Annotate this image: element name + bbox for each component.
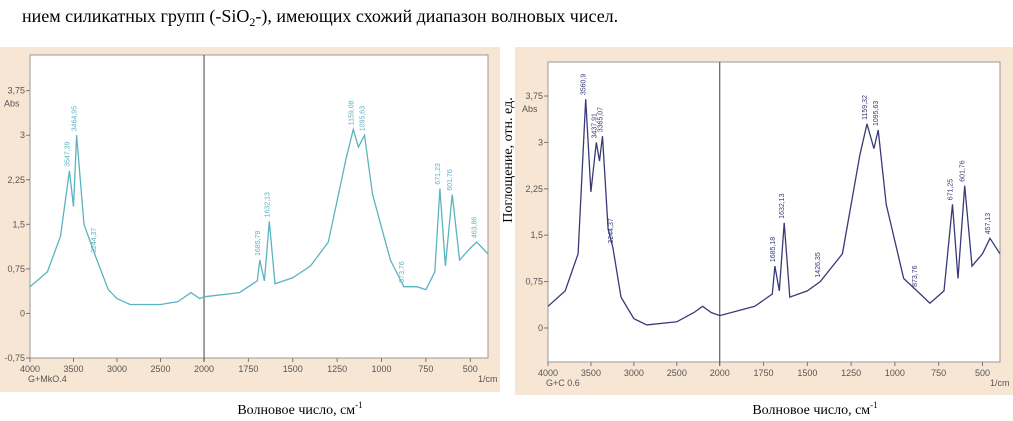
peak-label: 1632,13 xyxy=(264,192,271,217)
x-tick-label: 2000 xyxy=(194,364,214,374)
x-tick-label: 1250 xyxy=(327,364,347,374)
x-tick-label: 1250 xyxy=(841,368,861,378)
x-axis-label: Волновое число, см-1 xyxy=(237,400,362,418)
peak-label: 3365,07 xyxy=(598,107,605,132)
peak-label: 873,76 xyxy=(912,265,919,287)
spectrum-line xyxy=(547,99,1001,326)
peak-label: 671,25 xyxy=(947,179,954,201)
y-tick-label: 3 xyxy=(538,137,543,147)
peak-label: 3560,9 xyxy=(581,74,588,96)
y-unit-label: Abs xyxy=(4,99,20,109)
x-tick-label: 750 xyxy=(418,364,433,374)
y-tick-label: 1,5 xyxy=(12,219,25,229)
peak-label: 3244,37 xyxy=(608,218,615,243)
x-tick-label: 1000 xyxy=(371,364,391,374)
x-tick-label: 500 xyxy=(975,368,990,378)
y-tick-label: 0 xyxy=(538,323,543,333)
x-axis-label-text: Волновое число, см xyxy=(752,403,870,418)
x-unit-label: 1/cm xyxy=(990,378,1010,388)
spectrum-line xyxy=(29,126,489,306)
plot-area xyxy=(29,54,489,359)
x-tick-label: 3000 xyxy=(107,364,127,374)
sample-label: G+C 0.6 xyxy=(546,378,580,388)
peak-label: 1159,32 xyxy=(862,95,869,120)
x-tick-label: 2500 xyxy=(667,368,687,378)
x-tick-label: 1500 xyxy=(283,364,303,374)
x-axis-label: Волновое число, см-1 xyxy=(752,400,877,418)
caption-text: нием силикатных групп (-SiO xyxy=(22,6,249,27)
y-tick-label: -0,75 xyxy=(4,353,25,363)
x-tick-label: 750 xyxy=(931,368,946,378)
y-tick-label: 3 xyxy=(20,130,25,140)
peak-label: 671,23 xyxy=(435,163,442,185)
y-unit-label: Abs xyxy=(522,104,538,114)
plot-area xyxy=(547,61,1001,363)
x-tick-label: 2500 xyxy=(151,364,171,374)
x-tick-label: 2000 xyxy=(710,368,730,378)
peak-label: 1632,13 xyxy=(779,193,786,218)
x-tick-label: 1750 xyxy=(238,364,258,374)
y-tick-label: 0 xyxy=(20,308,25,318)
x-tick-label: 1500 xyxy=(797,368,817,378)
peak-label: 3437,91 xyxy=(591,113,598,138)
y-tick-label: 2,25 xyxy=(525,184,543,194)
caption: нием силикатных групп (-SiO2-), имеющих … xyxy=(22,6,618,29)
peak-label: 1685,18 xyxy=(770,237,777,262)
y-tick-label: 1,5 xyxy=(530,230,543,240)
x-unit-label: 1/cm xyxy=(478,374,498,384)
y-tick-label: 0,75 xyxy=(7,264,25,274)
x-axis-label-sup: -1 xyxy=(355,400,363,410)
x-tick-label: 500 xyxy=(463,364,478,374)
y-tick-label: 3,75 xyxy=(525,91,543,101)
x-tick-label: 1000 xyxy=(885,368,905,378)
peak-label: 1095,63 xyxy=(873,101,880,126)
peak-label: 601,76 xyxy=(960,160,967,182)
caption-sub: 2 xyxy=(249,15,255,29)
x-axis-label-sup: -1 xyxy=(870,400,878,410)
peak-label: 1095,63 xyxy=(360,106,367,131)
sample-label: G+MkO.4 xyxy=(28,374,67,384)
peak-label: 1426,35 xyxy=(815,252,822,277)
x-tick-label: 3500 xyxy=(581,368,601,378)
x-tick-label: 3000 xyxy=(624,368,644,378)
peak-label: 3547,39 xyxy=(64,141,71,166)
y-tick-label: 3,75 xyxy=(7,86,25,96)
x-tick-label: 3500 xyxy=(63,364,83,374)
peak-label: 3244,37 xyxy=(91,228,98,253)
x-axis-label-text: Волновое число, см xyxy=(237,403,355,418)
peak-label: 873,76 xyxy=(399,261,406,283)
caption-text: -), имеющих схожий диапазон волновых чис… xyxy=(255,6,618,27)
y-axis-label: Поглощение, отн. ед. xyxy=(501,97,516,222)
y-tick-label: 0,75 xyxy=(525,277,543,287)
peak-label: 1685,79 xyxy=(255,231,262,256)
peak-label: 1159,08 xyxy=(348,100,355,125)
peak-label: 457,13 xyxy=(985,213,992,235)
x-tick-label: 4000 xyxy=(538,368,558,378)
peak-label: 601,76 xyxy=(447,169,454,191)
y-tick-label: 2,25 xyxy=(7,175,25,185)
x-tick-label: 1750 xyxy=(754,368,774,378)
peak-label: 3464,95 xyxy=(72,106,79,131)
x-tick-label: 4000 xyxy=(20,364,40,374)
peak-label: 463,86 xyxy=(472,217,479,239)
